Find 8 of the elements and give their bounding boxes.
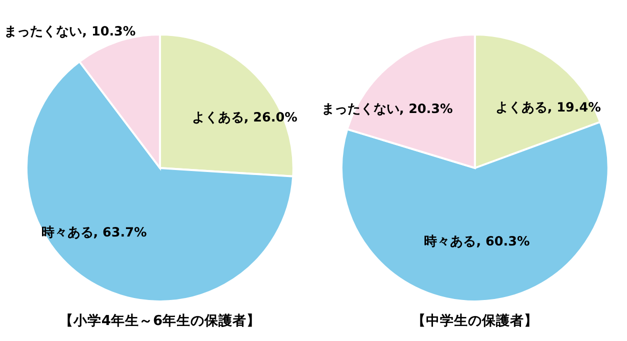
slice-label: よくある, 19.4% bbox=[495, 100, 602, 116]
slice-label: まったくない, 20.3% bbox=[321, 102, 454, 117]
text: 【小学4年生～6年生の保護者】 bbox=[59, 312, 260, 329]
text: 【中学生の保護者】 bbox=[412, 312, 538, 329]
slice-label: まったくない, 10.3% bbox=[4, 24, 136, 40]
slice-label: よくある, 26.0% bbox=[192, 110, 298, 126]
slice-label: 時々ある, 63.7% bbox=[41, 226, 147, 241]
slice-label: 時々ある, 60.3% bbox=[424, 234, 530, 250]
